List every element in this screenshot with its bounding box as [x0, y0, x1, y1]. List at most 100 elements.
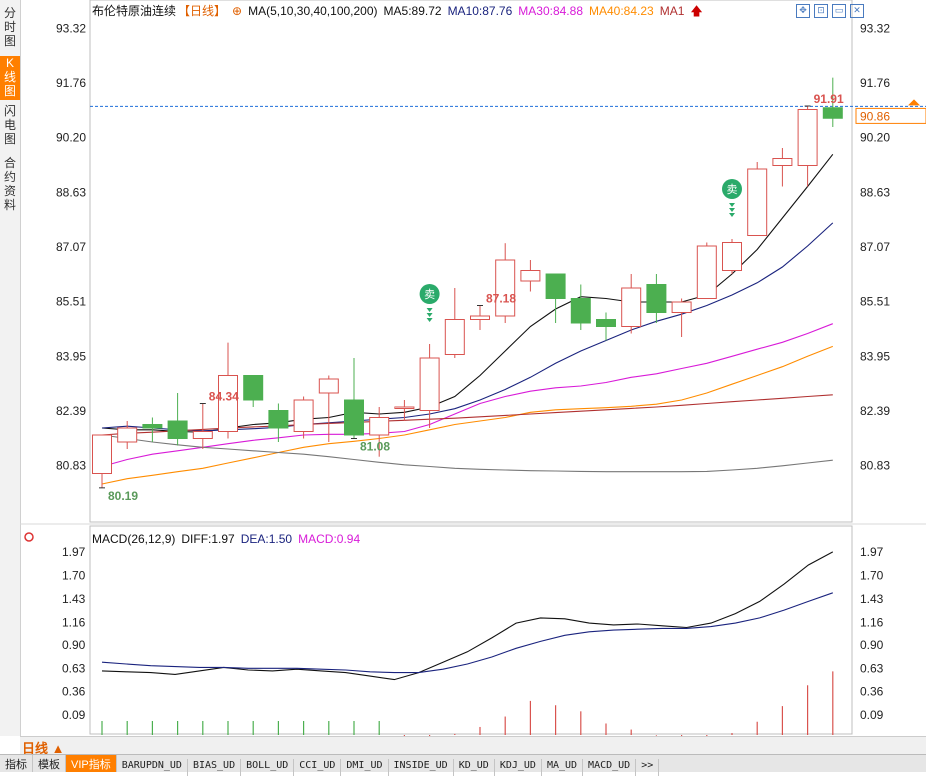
candle-up: [218, 375, 238, 432]
ma40-value: MA40:84.23: [589, 4, 654, 18]
move-icon[interactable]: ✥: [796, 4, 810, 18]
indicator-tab-1[interactable]: 模板: [33, 755, 66, 772]
up-arrow-icon[interactable]: 🡅: [690, 4, 703, 18]
macd-dea-value: DEA:1.50: [240, 532, 293, 546]
sell-signal-label: 卖: [424, 288, 435, 301]
price-tick-right: 88.63: [860, 185, 890, 199]
candle-up: [394, 406, 415, 409]
price-tick-right: 87.07: [860, 240, 890, 254]
candle-down: [596, 319, 616, 327]
candle-down: [243, 375, 264, 401]
indicator-tab-8[interactable]: INSIDE_UD: [389, 759, 454, 776]
candle-up: [520, 270, 541, 282]
sell-signal-label: 卖: [727, 183, 738, 196]
period-label[interactable]: 【日线】: [178, 4, 227, 18]
macd-tick-left: 0.36: [62, 685, 86, 699]
indicator-tab-bar: 指标 模板 VIP指标 BARUPDN_UD BIAS_UD BOLL_UD CCI_UD D…: [0, 754, 926, 776]
macd-tick-right: 1.97: [860, 545, 884, 559]
sell-signal-icon: [722, 179, 742, 199]
candle-up: [671, 301, 692, 313]
indicator-tab-6[interactable]: CCI_UD: [294, 759, 342, 776]
price-tick-right: 93.32: [860, 21, 890, 35]
ma-params[interactable]: MA(5,10,30,40,100,200): [248, 4, 378, 18]
candle-down: [570, 298, 591, 324]
annotation-label: 81.08: [360, 440, 390, 454]
fit-icon[interactable]: ⊡: [814, 4, 828, 18]
price-chart[interactable]: 93.32 93.32 91.76 91.76 90.20 90.20 88.63 88.63…: [0, 0, 926, 736]
ma-line-ma30: [101, 323, 833, 468]
price-tick-left: 90.20: [56, 131, 86, 145]
price-marker-icon: [908, 99, 920, 106]
sell-arrow-icon: [426, 308, 433, 312]
ma-line-ma200: [101, 434, 833, 473]
price-tick-left: 82.39: [56, 404, 86, 418]
macd-value: MACD:0.94: [298, 532, 361, 546]
candle-up: [92, 434, 112, 474]
indicator-tab-3[interactable]: BARUPDN_UD: [117, 759, 188, 776]
side-tab-1[interactable]: K 线 图: [0, 56, 20, 100]
minimize-icon[interactable]: ▭: [832, 4, 846, 18]
price-tick-left: 87.07: [56, 240, 86, 254]
chart-window-controls: ✥ ⊡ ▭ ✕: [792, 2, 864, 18]
price-tick-left: 85.51: [56, 295, 86, 309]
add-compare-icon[interactable]: ⊕: [232, 4, 243, 18]
side-tab-3[interactable]: 合 约 资 料: [3, 156, 16, 212]
candle-up: [797, 109, 818, 166]
macd-tick-left: 0.09: [62, 708, 86, 722]
macd-params[interactable]: MACD(26,12,9): [92, 532, 176, 546]
indicator-tab-2[interactable]: VIP指标: [66, 755, 117, 772]
indicator-tab-0[interactable]: 指标: [0, 755, 33, 772]
sell-arrow-icon: [426, 313, 433, 317]
current-price-tag-box: [855, 107, 926, 124]
macd-dea-line: [101, 592, 833, 674]
candle-up: [621, 287, 642, 327]
indicator-tab-4[interactable]: BIAS_UD: [188, 759, 242, 776]
indicator-tab-12[interactable]: MACD_UD: [583, 759, 637, 776]
macd-legend: MACD(26,12,9) DIFF:1.97 DEA:1.50 MACD:0.94: [92, 532, 366, 546]
period-selector-button[interactable]: 日线 ▲: [22, 741, 65, 756]
indicator-tab-13[interactable]: >>: [636, 759, 660, 776]
macd-tick-right: 1.70: [860, 568, 884, 582]
annotation-label: 80.19: [108, 489, 138, 503]
macd-tick-left: 0.90: [62, 638, 86, 652]
macd-tick-right: 1.16: [860, 615, 884, 629]
sell-arrow-icon: [729, 213, 735, 217]
price-tick-left: 93.32: [56, 21, 86, 35]
price-tick-left: 91.76: [56, 76, 86, 90]
macd-diff-line: [101, 551, 834, 681]
candle-up: [747, 168, 768, 236]
price-tick-right: 90.20: [860, 131, 890, 145]
price-tick-left: 88.63: [56, 185, 86, 199]
candle-down: [142, 424, 163, 429]
price-tick-right: 82.39: [860, 404, 890, 418]
indicator-tab-5[interactable]: BOLL_UD: [241, 759, 295, 776]
sell-arrow-icon: [729, 208, 735, 212]
side-tab-0[interactable]: 分 时 图: [3, 6, 16, 48]
ma30-value: MA30:84.88: [518, 4, 583, 18]
macd-tick-left: 1.70: [62, 568, 86, 582]
price-tick-left: 80.83: [56, 458, 86, 472]
candle-up: [369, 417, 390, 436]
date-axis-bar: [20, 736, 926, 755]
ma5-value: MA5:89.72: [383, 4, 442, 18]
macd-tick-left: 1.97: [62, 545, 86, 559]
macd-panel-frame: [89, 525, 853, 735]
price-panel-frame: [89, 0, 853, 523]
indicator-tab-11[interactable]: MA_UD: [542, 759, 584, 776]
side-tab-2[interactable]: 闪 电 图: [3, 104, 16, 146]
indicator-tab-9[interactable]: KD_UD: [454, 759, 495, 776]
indicator-tab-7[interactable]: DMI_UD: [341, 759, 389, 776]
macd-diff-value: DIFF:1.97: [181, 532, 235, 546]
candle-up: [696, 245, 717, 299]
candle-up: [772, 158, 793, 166]
candle-down: [268, 410, 289, 429]
candle-up: [192, 431, 213, 439]
candle-up: [444, 319, 465, 355]
close-icon[interactable]: ✕: [850, 4, 864, 18]
price-tick-right: 83.95: [860, 349, 890, 363]
candle-down: [545, 273, 566, 299]
candle-down: [344, 399, 364, 436]
macd-tick-right: 1.43: [860, 592, 884, 606]
sell-arrow-icon: [729, 203, 735, 207]
indicator-tab-10[interactable]: KDJ_UD: [495, 759, 542, 776]
